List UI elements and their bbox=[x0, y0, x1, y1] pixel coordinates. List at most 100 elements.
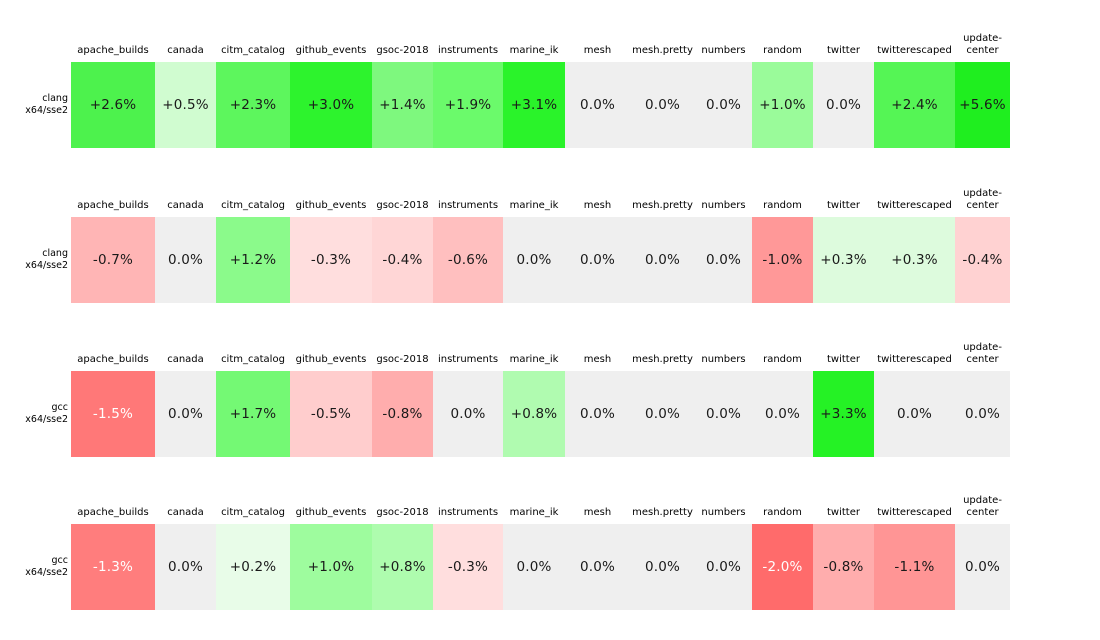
column-header-instruments: instruments bbox=[437, 199, 499, 211]
heatmap-cell: -0.3% bbox=[433, 524, 503, 610]
column-header-canada: canada bbox=[167, 44, 204, 56]
heatmap-cell: -0.3% bbox=[290, 217, 372, 303]
heatmap-cell: +5.6% bbox=[955, 62, 1010, 148]
column-header-apache_builds: apache_builds bbox=[77, 353, 149, 365]
column-header-twitterescaped: twitterescaped bbox=[877, 353, 952, 365]
heatmap-cell: 0.0% bbox=[955, 524, 1010, 610]
column-header-gsoc-2018: gsoc-2018 bbox=[376, 506, 429, 518]
heatmap-cell: +3.0% bbox=[290, 62, 372, 148]
heatmap-cell: +0.5% bbox=[155, 62, 216, 148]
column-header-marine_ik: marine_ik bbox=[509, 199, 559, 211]
column-header-github_events: github_events bbox=[295, 506, 367, 518]
row-label: gcc x64/sse2 bbox=[25, 555, 68, 578]
column-header-random: random bbox=[763, 506, 802, 518]
column-header-instruments: instruments bbox=[437, 353, 499, 365]
column-header-github_events: github_events bbox=[295, 44, 367, 56]
column-header-update-center: update- center bbox=[963, 188, 1002, 211]
column-header-citm_catalog: citm_catalog bbox=[221, 353, 285, 365]
heatmap-cell: 0.0% bbox=[813, 62, 874, 148]
column-header-twitterescaped: twitterescaped bbox=[877, 199, 952, 211]
column-header-twitterescaped: twitterescaped bbox=[877, 44, 952, 56]
column-header-github_events: github_events bbox=[295, 353, 367, 365]
column-header-twitter: twitter bbox=[827, 353, 860, 365]
heatmap-cell: +2.4% bbox=[874, 62, 955, 148]
column-header-marine_ik: marine_ik bbox=[509, 506, 559, 518]
heatmap-cell: 0.0% bbox=[565, 217, 630, 303]
column-header-apache_builds: apache_builds bbox=[77, 506, 149, 518]
column-header-twitter: twitter bbox=[827, 199, 860, 211]
column-header-instruments: instruments bbox=[437, 44, 499, 56]
heatmap-cell: +1.2% bbox=[216, 217, 290, 303]
row-label: clang x64/sse2 bbox=[25, 93, 68, 116]
column-header-gsoc-2018: gsoc-2018 bbox=[376, 199, 429, 211]
heatmap-cell: +2.6% bbox=[71, 62, 155, 148]
column-header-random: random bbox=[763, 353, 802, 365]
heatmap-cell: -2.0% bbox=[752, 524, 813, 610]
column-header-gsoc-2018: gsoc-2018 bbox=[376, 44, 429, 56]
column-header-mesh.pretty: mesh.pretty bbox=[632, 353, 693, 365]
row-label: clang x64/sse2 bbox=[25, 248, 68, 271]
heatmap-cell: +0.2% bbox=[216, 524, 290, 610]
heatmap-cell: +2.3% bbox=[216, 62, 290, 148]
column-header-mesh: mesh bbox=[583, 199, 612, 211]
column-header-numbers: numbers bbox=[701, 353, 746, 365]
heatmap-cell: -1.5% bbox=[71, 371, 155, 457]
heatmap-cell: 0.0% bbox=[630, 371, 695, 457]
heatmap-cell: -1.1% bbox=[874, 524, 955, 610]
column-header-apache_builds: apache_builds bbox=[77, 44, 149, 56]
heatmap-cell: -0.6% bbox=[433, 217, 503, 303]
column-header-mesh.pretty: mesh.pretty bbox=[632, 506, 693, 518]
heatmap-cell: +0.8% bbox=[503, 371, 565, 457]
column-header-update-center: update- center bbox=[963, 33, 1002, 56]
column-header-mesh.pretty: mesh.pretty bbox=[632, 199, 693, 211]
heatmap-cell: 0.0% bbox=[874, 371, 955, 457]
heatmap-cell: 0.0% bbox=[155, 371, 216, 457]
row-label: gcc x64/sse2 bbox=[25, 402, 68, 425]
heatmap-cell: 0.0% bbox=[503, 524, 565, 610]
column-header-apache_builds: apache_builds bbox=[77, 199, 149, 211]
column-header-update-center: update- center bbox=[963, 495, 1002, 518]
heatmap-cell: 0.0% bbox=[155, 217, 216, 303]
column-header-random: random bbox=[763, 44, 802, 56]
heatmap-cell: 0.0% bbox=[565, 524, 630, 610]
column-header-mesh: mesh bbox=[583, 506, 612, 518]
heatmap-cell: -0.8% bbox=[372, 371, 433, 457]
heatmap-cell: -0.7% bbox=[71, 217, 155, 303]
heatmap-cell: 0.0% bbox=[695, 62, 752, 148]
heatmap-cell: 0.0% bbox=[955, 371, 1010, 457]
heatmap-cell: -0.8% bbox=[813, 524, 874, 610]
heatmap-cell: 0.0% bbox=[565, 371, 630, 457]
column-header-twitter: twitter bbox=[827, 44, 860, 56]
column-header-gsoc-2018: gsoc-2018 bbox=[376, 353, 429, 365]
heatmap-cell: 0.0% bbox=[630, 524, 695, 610]
heatmap-cell: 0.0% bbox=[630, 217, 695, 303]
column-header-twitterescaped: twitterescaped bbox=[877, 506, 952, 518]
heatmap-cell: -0.5% bbox=[290, 371, 372, 457]
heatmap-cell: 0.0% bbox=[752, 371, 813, 457]
column-header-numbers: numbers bbox=[701, 44, 746, 56]
heatmap-cell: +1.7% bbox=[216, 371, 290, 457]
heatmap-cell: 0.0% bbox=[433, 371, 503, 457]
column-header-citm_catalog: citm_catalog bbox=[221, 199, 285, 211]
heatmap-cell: +3.3% bbox=[813, 371, 874, 457]
heatmap-cell: 0.0% bbox=[565, 62, 630, 148]
heatmap-cell: 0.0% bbox=[630, 62, 695, 148]
column-header-marine_ik: marine_ik bbox=[509, 44, 559, 56]
column-header-github_events: github_events bbox=[295, 199, 367, 211]
heatmap-cell: -1.3% bbox=[71, 524, 155, 610]
column-header-update-center: update- center bbox=[963, 342, 1002, 365]
heatmap-cell: +0.8% bbox=[372, 524, 433, 610]
column-header-mesh.pretty: mesh.pretty bbox=[632, 44, 693, 56]
column-header-numbers: numbers bbox=[701, 506, 746, 518]
column-header-citm_catalog: citm_catalog bbox=[221, 44, 285, 56]
heatmap-cell: 0.0% bbox=[695, 524, 752, 610]
heatmap-cell: 0.0% bbox=[695, 371, 752, 457]
column-header-canada: canada bbox=[167, 199, 204, 211]
column-header-instruments: instruments bbox=[437, 506, 499, 518]
heatmap-cell: -1.0% bbox=[752, 217, 813, 303]
heatmap-cell: 0.0% bbox=[155, 524, 216, 610]
heatmap-cell: -0.4% bbox=[372, 217, 433, 303]
heatmap-cell: -0.4% bbox=[955, 217, 1010, 303]
column-header-canada: canada bbox=[167, 506, 204, 518]
